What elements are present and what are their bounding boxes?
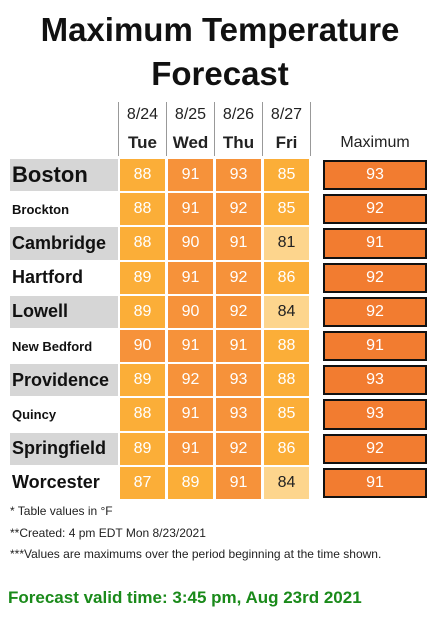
temp-cell: 81 xyxy=(264,227,309,260)
temp-cell: 91 xyxy=(216,330,261,363)
temp-cell: 88 xyxy=(264,330,309,363)
max-cell: 92 xyxy=(323,433,427,464)
temp-cell: 84 xyxy=(264,466,309,499)
day-header: Thu xyxy=(222,133,255,152)
temp-cell: 90 xyxy=(120,330,165,363)
date-header: 8/25 xyxy=(174,106,207,123)
temp-cell: 85 xyxy=(264,159,309,192)
temp-cell: 91 xyxy=(168,432,213,465)
temp-cell: 88 xyxy=(120,159,165,192)
city-name: New Bedford xyxy=(12,338,93,354)
temp-cell: 88 xyxy=(120,193,165,226)
temp-cell: 89 xyxy=(120,432,165,465)
temp-cell: 91 xyxy=(168,159,213,192)
temp-cell: 88 xyxy=(120,227,165,260)
header-separator xyxy=(310,102,311,156)
footnote: * Table values in °F xyxy=(10,504,113,518)
city-name: Boston xyxy=(12,162,88,188)
header-separator xyxy=(214,102,215,156)
city-name: Lowell xyxy=(12,301,69,322)
max-cell: 91 xyxy=(323,228,427,259)
temp-cell: 91 xyxy=(216,466,261,499)
valid-time: Forecast valid time: 3:45 pm, Aug 23rd 2… xyxy=(8,588,362,607)
temp-cell: 92 xyxy=(216,261,261,294)
max-cell: 91 xyxy=(323,467,427,498)
header-separator xyxy=(262,102,263,156)
day-header: Tue xyxy=(128,133,157,152)
date-header: 8/27 xyxy=(270,106,303,123)
city-name: Brockton xyxy=(12,201,70,217)
temp-cell: 89 xyxy=(168,466,213,499)
temp-cell: 92 xyxy=(216,432,261,465)
temp-cell: 89 xyxy=(120,261,165,294)
temp-cell: 85 xyxy=(264,193,309,226)
row-shade xyxy=(10,159,118,192)
title: Maximum Temperature Forecast xyxy=(40,11,400,92)
day-header: Fri xyxy=(275,133,298,152)
row-shade xyxy=(10,227,118,260)
row-shade xyxy=(10,432,118,465)
day-header: Wed xyxy=(172,133,209,152)
max-cell: 93 xyxy=(323,160,427,191)
temp-cell: 86 xyxy=(264,261,309,294)
max-cell: 93 xyxy=(323,365,427,396)
city-name: Springfield xyxy=(12,438,106,459)
city-name: Worcester xyxy=(12,472,100,493)
city-name: Providence xyxy=(12,369,110,390)
header-separator xyxy=(118,102,119,156)
temp-cell: 92 xyxy=(216,193,261,226)
row-shade xyxy=(10,364,118,397)
temp-cell: 85 xyxy=(264,398,309,431)
temp-cell: 88 xyxy=(120,398,165,431)
temp-cell: 93 xyxy=(216,159,261,192)
temp-cell: 91 xyxy=(168,261,213,294)
temp-cell: 90 xyxy=(168,295,213,328)
temp-cell: 93 xyxy=(216,364,261,397)
temp-cell: 87 xyxy=(120,466,165,499)
temp-cell: 91 xyxy=(168,330,213,363)
temp-cell: 88 xyxy=(264,364,309,397)
temp-cell: 90 xyxy=(168,227,213,260)
header-separator xyxy=(166,102,167,156)
city-name: Quincy xyxy=(12,406,57,422)
temp-cell: 84 xyxy=(264,295,309,328)
max-cell: 92 xyxy=(323,296,427,327)
temp-cell: 91 xyxy=(168,193,213,226)
temp-cell: 92 xyxy=(168,364,213,397)
temp-cell: 86 xyxy=(264,432,309,465)
city-name: Cambridge xyxy=(12,232,107,253)
temp-cell: 92 xyxy=(216,295,261,328)
temp-cell: 89 xyxy=(120,295,165,328)
max-header: Maximum xyxy=(340,134,410,151)
max-cell: 92 xyxy=(323,262,427,293)
date-header: 8/26 xyxy=(222,106,255,123)
temp-cell: 89 xyxy=(120,364,165,397)
max-cell: 91 xyxy=(323,331,427,362)
footnote: ***Values are maximums over the period b… xyxy=(10,547,382,561)
footnote: **Created: 4 pm EDT Mon 8/23/2021 xyxy=(10,525,206,540)
max-cell: 93 xyxy=(323,399,427,430)
temp-cell: 93 xyxy=(216,398,261,431)
temp-cell: 91 xyxy=(216,227,261,260)
date-header: 8/24 xyxy=(126,106,159,123)
temp-cell: 91 xyxy=(168,398,213,431)
row-shade xyxy=(10,295,118,328)
max-cell: 92 xyxy=(323,194,427,225)
city-name: Hartford xyxy=(12,267,83,288)
